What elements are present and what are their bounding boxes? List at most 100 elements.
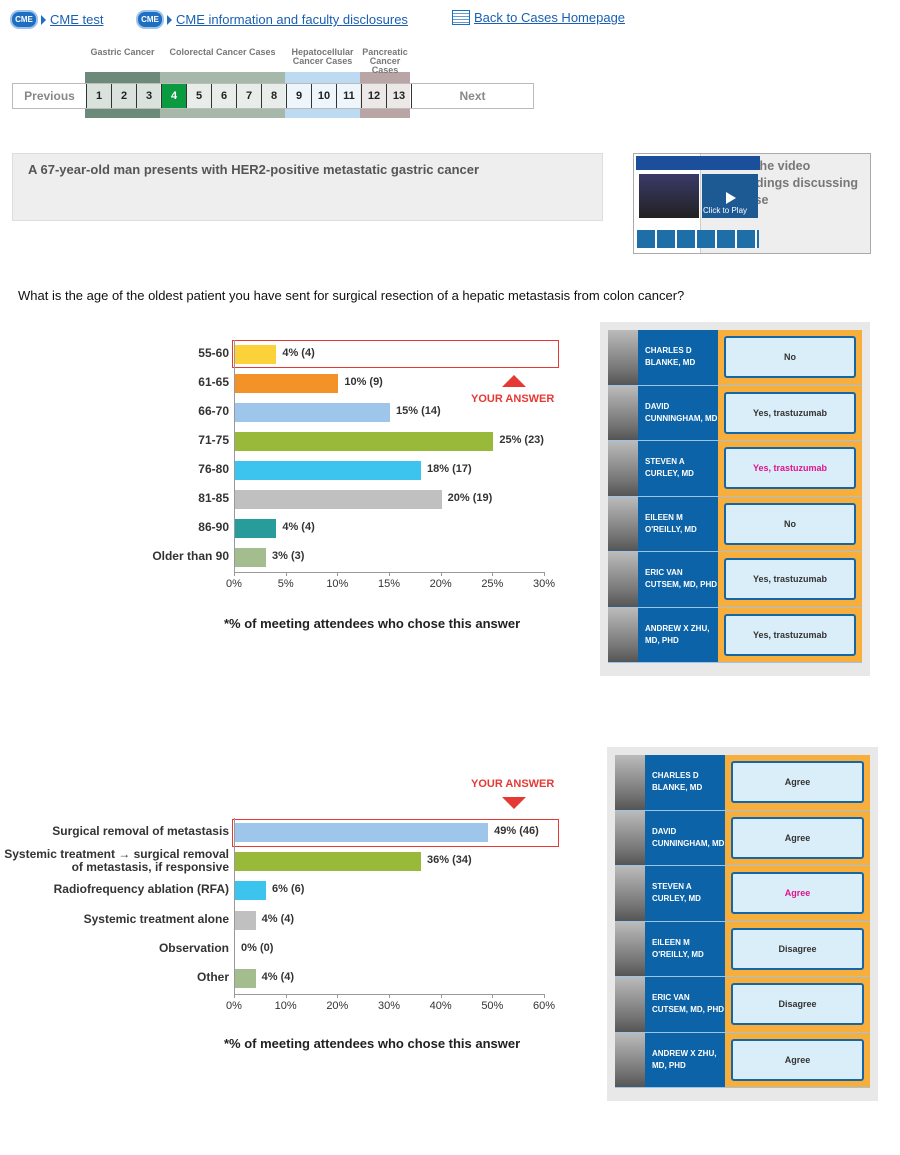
data-label: 49% (46) [494, 825, 539, 837]
faculty-answer-cell: Disagree [725, 921, 870, 976]
page-3[interactable]: 3 [136, 84, 161, 108]
tick-mark [337, 572, 339, 576]
data-label: 20% (19) [447, 492, 493, 504]
category-label: 81-85 [198, 491, 229, 505]
back-to-cases-link-text[interactable]: Back to Cases Homepage [474, 10, 626, 25]
page-13[interactable]: 13 [386, 84, 411, 108]
cme-info-link-text[interactable]: CME information and faculty disclosures [176, 12, 408, 27]
tick-mark [389, 572, 390, 576]
faculty-answer-cell: Agree [725, 866, 870, 921]
tick-mark [544, 572, 545, 576]
tick-mark [337, 994, 339, 998]
page-1[interactable]: 1 [86, 84, 111, 108]
page-4[interactable]: 4 [161, 84, 186, 108]
group-label: Pancreatic Cancer Cases [362, 47, 408, 75]
faculty-row: DAVID CUNNINGHAM, MD Agree [615, 810, 870, 866]
faculty-photo [615, 1032, 645, 1087]
category-label: 76-80 [198, 462, 229, 476]
data-label: 36% (34) [427, 854, 472, 866]
faculty-answer-cell: Yes, trastuzumab [718, 607, 862, 662]
faculty-answer-cell: No [718, 496, 862, 551]
x-tick-label: 10% [326, 578, 349, 590]
faculty-photo [608, 607, 638, 662]
faculty-answer: Agree [731, 816, 864, 859]
group-label: Hepatocellular Cancer Cases [291, 47, 354, 66]
x-tick-label: 20% [429, 578, 452, 590]
category-label: Radiofrequency ablation (RFA) [53, 882, 229, 896]
page-7[interactable]: 7 [236, 84, 261, 108]
bar [235, 432, 494, 451]
faculty-photo [608, 330, 638, 385]
page-10[interactable]: 10 [311, 84, 336, 108]
faculty-answer: Yes, trastuzumab [724, 391, 856, 434]
faculty-name: ERIC VAN CUTSEM, MD, PHD [638, 552, 718, 607]
pager-bar: Previous 1 2 3 4 5 6 7 8 9 10 11 12 13 Next [12, 83, 534, 109]
x-tick-label: 10% [274, 1000, 297, 1012]
tick-mark [389, 994, 390, 998]
faculty-row: EILEEN M O'REILLY, MD No [608, 496, 862, 552]
back-to-cases-link[interactable]: Back to Cases Homepage [452, 10, 625, 25]
your-answer-highlight [232, 340, 559, 368]
question-text: What is the age of the oldest patient yo… [18, 288, 685, 303]
page-8[interactable]: 8 [261, 84, 286, 108]
faculty-name: DAVID CUNNINGHAM, MD [645, 810, 725, 865]
category-label: Other [196, 970, 229, 984]
page-12[interactable]: 12 [361, 84, 386, 108]
faculty-name: STEVEN A CURLEY, MD [638, 441, 718, 496]
page-11[interactable]: 11 [336, 84, 361, 108]
faculty-answer-cell: Disagree [725, 977, 870, 1032]
bar [235, 519, 277, 538]
your-answer-label: YOUR ANSWER [471, 393, 555, 405]
previous-button[interactable]: Previous [13, 84, 86, 108]
faculty-answers-panel: CHARLES D BLANKE, MD Agree DAVID CUNNINGHA… [607, 747, 878, 1101]
cme-info-link[interactable]: CME CME information and faculty disclosur… [136, 10, 408, 29]
page-9[interactable]: 9 [286, 84, 311, 108]
faculty-answer-cell: Yes, trastuzumab [718, 552, 862, 607]
faculty-answer: Agree [731, 872, 864, 915]
data-label: 4% (4) [261, 913, 295, 925]
category-label: 61-65 [198, 375, 229, 389]
faculty-row: ANDREW X ZHU, MD, PHD Agree [615, 1032, 870, 1088]
category-label: 55-60 [198, 346, 229, 360]
next-button[interactable]: Next [411, 84, 533, 108]
faculty-answer: Disagree [731, 983, 864, 1026]
document-icon [452, 10, 470, 25]
x-tick-label: 0% [226, 1000, 242, 1012]
faculty-answer-cell: No [718, 330, 862, 385]
faculty-photo [608, 552, 638, 607]
faculty-photo [608, 441, 638, 496]
page-5[interactable]: 5 [186, 84, 211, 108]
data-label: 6% (6) [272, 883, 305, 895]
faculty-name: DAVID CUNNINGHAM, MD [638, 385, 718, 440]
cme-test-link-text[interactable]: CME test [50, 12, 104, 27]
bar [235, 548, 266, 567]
play-label: Click to Play [703, 206, 748, 215]
page-2[interactable]: 2 [111, 84, 136, 108]
faculty-answer-cell: Yes, trastuzumab [718, 385, 862, 440]
faculty-name: STEVEN A CURLEY, MD [645, 866, 725, 921]
data-label: 0% (0) [241, 942, 274, 954]
group-label: Gastric Cancer [90, 47, 155, 57]
x-tick-label: 25% [481, 578, 504, 590]
faculty-name: CHARLES D BLANKE, MD [638, 330, 718, 385]
tick-mark [285, 994, 287, 998]
bar [235, 823, 489, 842]
cme-test-link[interactable]: CME CME test [10, 10, 103, 29]
your-answer-label: YOUR ANSWER [471, 778, 555, 790]
tick-mark [285, 572, 287, 576]
chart-footnote: *% of meeting attendees who chose this a… [224, 616, 521, 631]
tick-mark [544, 994, 545, 998]
x-tick-label: 50% [481, 1000, 504, 1012]
play-icon[interactable] [726, 192, 736, 204]
arrow-right-icon [41, 14, 46, 25]
page-6[interactable]: 6 [211, 84, 236, 108]
chart-footnote: *% of meeting attendees who chose this a… [224, 1036, 521, 1051]
category-label: Older than 90 [152, 549, 229, 563]
video-proceedings-link[interactable]: Click to Play Watch the video proceeding… [633, 153, 871, 254]
x-tick-label: 30% [532, 578, 556, 590]
faculty-name: EILEEN M O'REILLY, MD [645, 921, 725, 976]
category-label: Observation [158, 941, 229, 955]
y-axis [234, 818, 235, 994]
video-thumbnail[interactable]: Click to Play [634, 154, 760, 253]
data-label: 10% (9) [344, 376, 383, 388]
